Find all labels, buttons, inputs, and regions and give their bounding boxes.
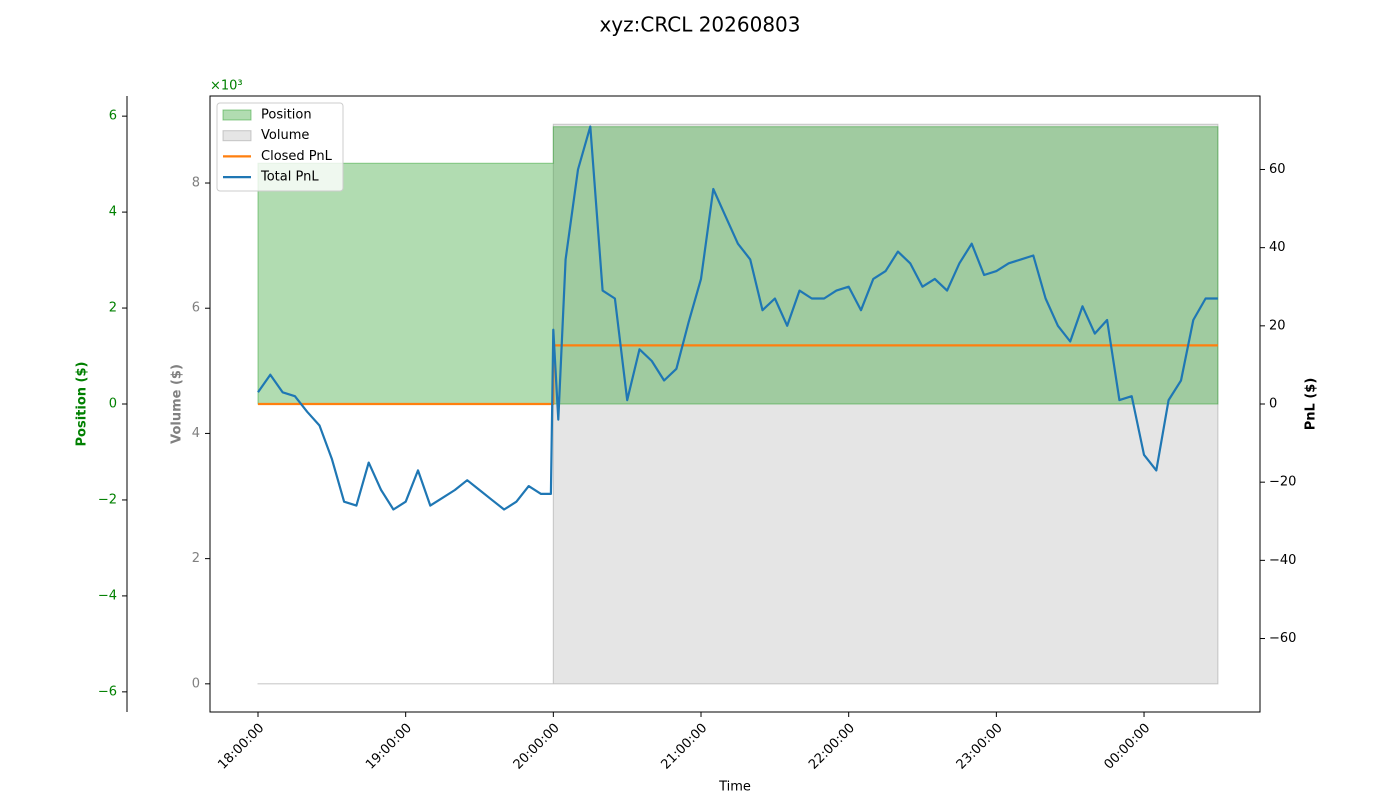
position-tick-label: −4: [98, 588, 117, 603]
volume-tick-label: 6: [192, 301, 200, 316]
position-tick-label: 2: [109, 301, 117, 316]
x-tick-label: 21:00:00: [658, 721, 710, 773]
x-tick-label: 23:00:00: [954, 721, 1006, 773]
legend-swatch: [222, 130, 252, 142]
offset-label: ×10³: [210, 79, 243, 94]
x-tick-label: 22:00:00: [806, 721, 858, 773]
volume-tick-label: 8: [192, 176, 200, 191]
pnl-tick-label: 60: [1269, 162, 1286, 177]
pnl-tick-label: −60: [1269, 631, 1296, 646]
x-tick-label: 19:00:00: [363, 721, 415, 773]
volume-tick-label: 4: [192, 426, 200, 441]
position-tick-label: −2: [98, 492, 117, 507]
pnl-tick-label: 20: [1269, 318, 1286, 333]
volume-axis-label: Volume ($): [170, 364, 185, 444]
line: [257, 125, 1218, 511]
legend-label: Total PnL: [260, 170, 319, 185]
legend-label: Position: [261, 108, 312, 123]
pnl-tick-label: −40: [1269, 553, 1296, 568]
pnl-tick-label: 40: [1269, 240, 1286, 255]
pnl-tick-label: −20: [1269, 475, 1296, 490]
legend-swatch: [222, 109, 252, 121]
pnl-axis-label: PnL ($): [1304, 378, 1319, 431]
position-tick-label: 4: [109, 205, 117, 220]
position-tick-label: −6: [98, 684, 117, 699]
position-tick-label: 0: [109, 397, 117, 412]
legend-box: [216, 102, 344, 192]
x-tick-label: 18:00:00: [215, 721, 267, 773]
pnl-tick-label: 0: [1269, 397, 1277, 412]
position-axis-label: Position ($): [75, 362, 90, 447]
x-tick-label: 20:00:00: [511, 721, 563, 773]
area: [257, 126, 1219, 405]
position-tick-label: 6: [109, 109, 117, 124]
legend-label: Volume: [261, 128, 309, 143]
x-axis-label: Time: [718, 780, 751, 795]
x-tick-label: 00:00:00: [1101, 721, 1153, 773]
legend-label: Closed PnL: [261, 149, 333, 164]
volume-tick-label: 0: [192, 676, 200, 691]
chart-title: xyz:CRCL 20260803: [599, 13, 800, 37]
volume-tick-label: 2: [192, 551, 200, 566]
